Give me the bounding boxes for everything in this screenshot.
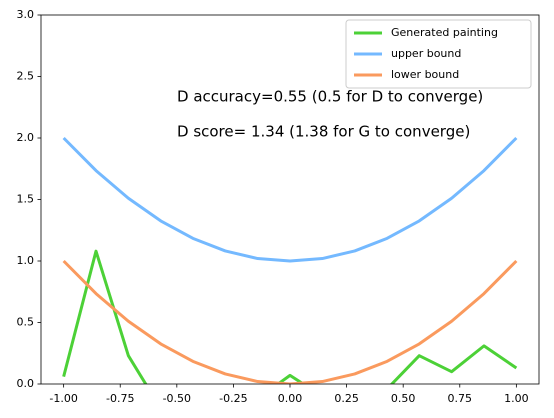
x-tick-label: -0.25 <box>219 392 247 405</box>
legend-label: lower bound <box>391 68 459 81</box>
annotation: D accuracy=0.55 (0.5 for D to converge) <box>177 88 483 106</box>
x-tick-label: -1.00 <box>49 392 77 405</box>
y-tick-label: 0.5 <box>17 316 35 329</box>
legend-label: upper bound <box>391 47 461 60</box>
y-tick-label: 0.0 <box>17 377 35 390</box>
x-tick-label: -0.50 <box>163 392 191 405</box>
x-tick-label: -0.75 <box>106 392 134 405</box>
annotation: D score= 1.34 (1.38 for G to converge) <box>177 123 470 141</box>
x-tick-label: 0.75 <box>448 392 473 405</box>
x-tick-label: 0.25 <box>334 392 359 405</box>
y-tick-label: 2.0 <box>17 131 35 144</box>
legend-label: Generated painting <box>391 26 498 39</box>
y-tick-label: 3.0 <box>17 8 35 21</box>
y-tick-label: 1.5 <box>17 193 35 206</box>
series-line <box>62 259 518 384</box>
plot-area <box>62 136 518 384</box>
x-tick-label: 0.50 <box>391 392 416 405</box>
series-line <box>62 136 518 263</box>
x-tick-label: 0.00 <box>278 392 303 405</box>
y-tick-label: 2.5 <box>17 70 35 83</box>
series-line <box>62 249 518 384</box>
y-tick-label: 1.0 <box>17 254 35 267</box>
x-tick-label: 1.00 <box>504 392 529 405</box>
legend-box <box>345 19 532 89</box>
